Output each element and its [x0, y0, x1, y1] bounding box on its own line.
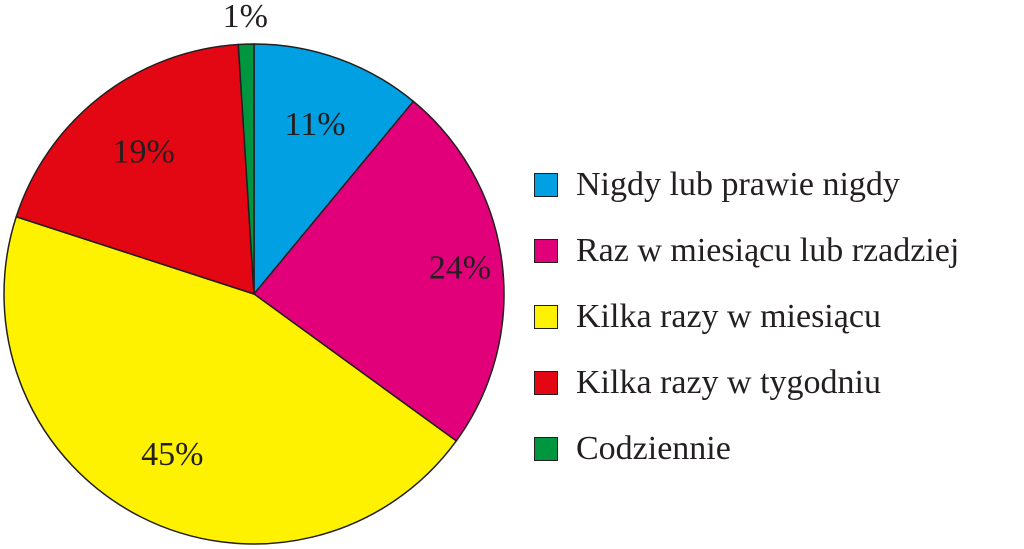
pie-slices [3, 43, 505, 545]
legend: Nigdy lub prawie nigdy Raz w miesiącu lub… [534, 152, 959, 482]
pie-data-label: 24% [429, 250, 491, 287]
legend-swatch [534, 305, 558, 329]
legend-swatch [534, 437, 558, 461]
legend-swatch [534, 239, 558, 263]
pie-data-label: 1% [223, 0, 268, 35]
legend-label: Kilka razy w miesiącu [576, 298, 881, 335]
pie-slice [15, 43, 255, 296]
legend-item: Kilka razy w tygodniu [534, 350, 959, 416]
legend-item: Nigdy lub prawie nigdy [534, 152, 959, 218]
pie-data-label: 45% [141, 436, 203, 473]
legend-item: Kilka razy w miesiącu [534, 284, 959, 350]
legend-item: Raz w miesiącu lub rzadziej [534, 218, 959, 284]
pie-data-label: 11% [284, 106, 345, 143]
legend-label: Codziennie [576, 430, 731, 467]
legend-label: Nigdy lub prawie nigdy [576, 166, 900, 203]
pie-slice [252, 100, 505, 442]
pie-slice [237, 43, 255, 295]
legend-item: Codziennie [534, 416, 959, 482]
legend-label: Kilka razy w tygodniu [576, 364, 881, 401]
pie-data-labels: 11% 24% 45% 19% 1% [113, 0, 492, 473]
pie-slice [253, 43, 415, 297]
legend-label: Raz w miesiącu lub rzadziej [576, 232, 960, 269]
pie-slice [3, 215, 458, 545]
pie-data-label: 19% [113, 133, 175, 170]
legend-swatch [534, 173, 558, 197]
legend-swatch [534, 371, 558, 395]
